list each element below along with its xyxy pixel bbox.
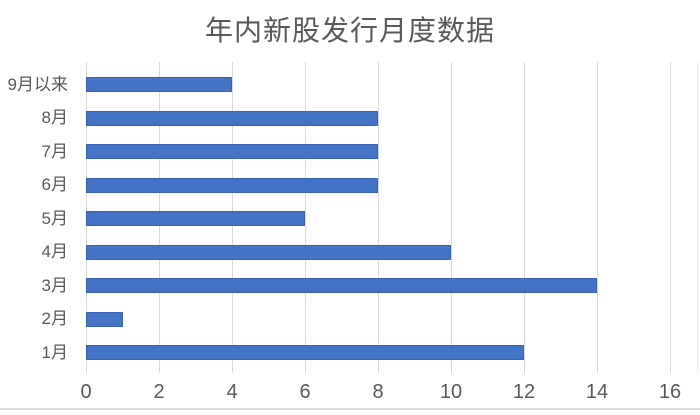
x-axis-tick-label: 6: [299, 381, 311, 403]
chart-title: 年内新股发行月度数据: [204, 15, 495, 46]
x-axis-tick-label: 12: [512, 381, 536, 403]
gridline-x-14: [597, 62, 598, 373]
bar-8月: [86, 110, 378, 126]
bar-3月: [86, 278, 597, 293]
y-axis-label: 7月: [41, 141, 68, 161]
bar-1月: [86, 345, 524, 360]
y-axis-labels: 9月以来 8月 7月 6月 5月 4月 3月 2月 1月: [0, 62, 68, 373]
bar-9月以来: [86, 77, 232, 92]
y-axis-label: 4月: [41, 242, 68, 261]
x-axis-tick-label: 0: [80, 381, 92, 403]
x-axis-tick-label: 14: [585, 381, 609, 403]
y-axis-label: 6月: [41, 175, 68, 194]
bar-6月: [86, 177, 378, 193]
bar-2月: [86, 311, 123, 327]
gridline-x-8: [378, 62, 379, 373]
plot-right-border: [697, 62, 698, 373]
chart-bottom-border: [0, 408, 700, 410]
gridline-x-16: [670, 62, 671, 373]
x-axis-tick-label: 16: [658, 381, 682, 403]
x-axis-tick-label: 8: [372, 381, 384, 403]
x-axis-tick-label: 4: [226, 381, 238, 403]
bar-7月: [86, 144, 378, 159]
x-axis-tick-label: 10: [439, 381, 463, 403]
x-axis-tick-label: 2: [153, 381, 165, 403]
x-axis-tick-labels: 0 2 4 6 8 10 12 14 16: [80, 381, 686, 405]
y-axis-label: 8月: [41, 108, 68, 127]
y-axis-label: 9月以来: [7, 74, 68, 94]
bar-5月: [86, 211, 305, 226]
y-axis-label: 2月: [41, 309, 68, 328]
bar-4月: [86, 244, 451, 260]
y-axis-label: 3月: [41, 275, 68, 295]
plot-area: [86, 62, 671, 373]
y-axis-label: 5月: [41, 208, 68, 228]
gridline-x-6: [305, 62, 306, 373]
gridline-x-10: [451, 62, 452, 373]
gridline-x-12: [524, 62, 525, 373]
y-axis-label: 1月: [41, 342, 68, 362]
